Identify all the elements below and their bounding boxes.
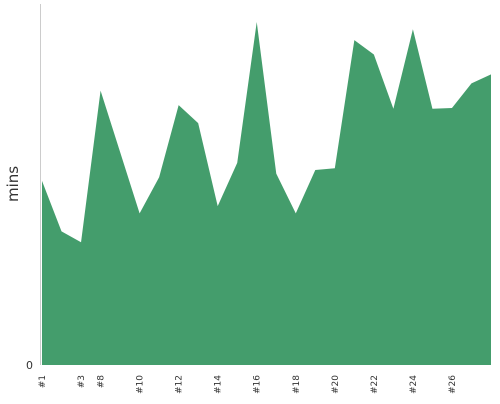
x-tick-label: #20 — [331, 375, 341, 394]
plot-area — [42, 22, 491, 366]
x-tick-label: #8 — [97, 375, 107, 389]
x-tick-label: #22 — [370, 375, 380, 394]
x-tick-label: #10 — [136, 375, 146, 394]
y-axis-ticks: 0 — [26, 359, 33, 372]
x-tick-label: #26 — [448, 375, 458, 394]
x-axis-ticks: #1 #3 #8 #10 #12 #14 #16 #18 #20 #22 #24 #26 — [38, 375, 458, 394]
x-tick-label: #18 — [292, 375, 302, 394]
x-tick-label: #12 — [175, 375, 185, 394]
y-tick-label: 0 — [26, 359, 33, 372]
y-axis-label: mins — [4, 166, 22, 202]
x-tick-label: #24 — [409, 375, 419, 394]
x-tick-label: #16 — [253, 375, 263, 394]
x-tick-label: #1 — [38, 375, 48, 388]
x-tick-label: #14 — [214, 375, 224, 394]
area-series-fill — [42, 22, 491, 366]
x-tick-label: #3 — [77, 375, 87, 388]
